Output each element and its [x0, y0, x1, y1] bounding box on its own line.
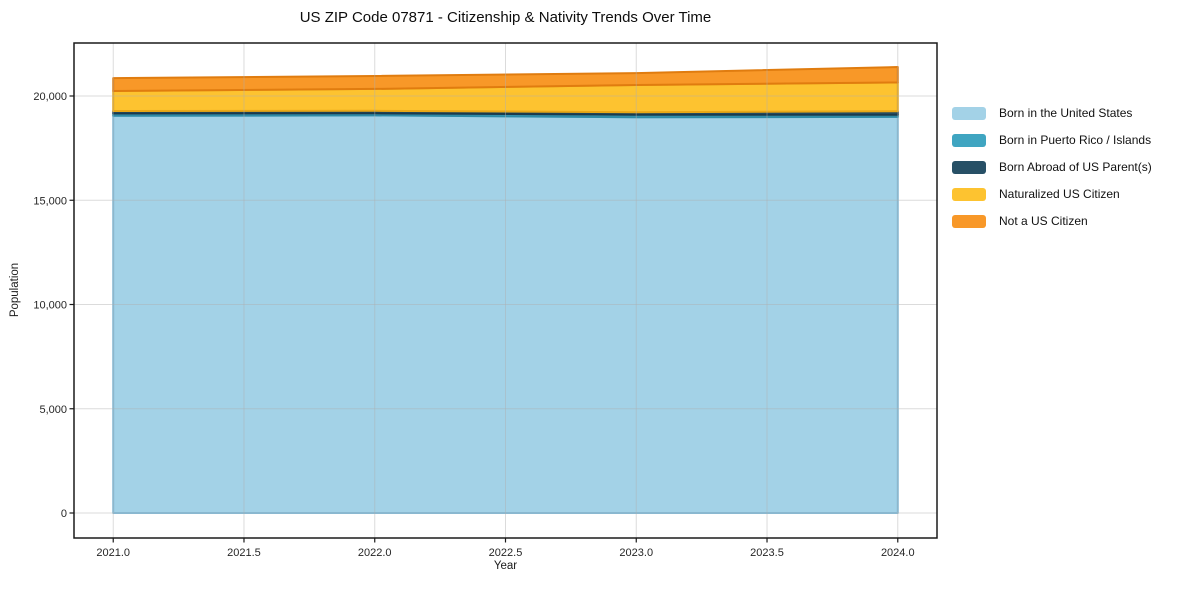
legend-swatch — [952, 134, 986, 147]
y-tick-label: 0 — [61, 508, 67, 520]
x-tick-label: 2023.0 — [619, 547, 653, 559]
x-tick-label: 2022.5 — [489, 547, 523, 559]
x-tick-label: 2021.0 — [96, 547, 130, 559]
x-axis-label: Year — [493, 560, 518, 572]
legend-label: Born Abroad of US Parent(s) — [999, 160, 1152, 174]
legend-item: Not a US Citizen — [952, 214, 1152, 229]
y-tick-label: 5,000 — [39, 404, 67, 416]
legend-item: Naturalized US Citizen — [952, 187, 1152, 202]
legend-swatch — [952, 161, 986, 174]
y-tick-label: 10,000 — [33, 300, 67, 312]
legend-swatch — [952, 188, 986, 201]
x-tick-label: 2021.5 — [227, 547, 261, 559]
x-tick-label: 2024.0 — [881, 547, 915, 559]
x-tick-label: 2022.0 — [358, 547, 392, 559]
y-tick-label: 20,000 — [33, 91, 67, 103]
legend-label: Born in the United States — [999, 106, 1133, 120]
legend-label: Naturalized US Citizen — [999, 187, 1120, 201]
legend-swatch — [952, 215, 986, 228]
legend-swatch — [952, 107, 986, 120]
legend-label: Born in Puerto Rico / Islands — [999, 133, 1152, 147]
legend: Born in the United States Born in Puerto … — [952, 106, 1152, 229]
area-series-4 — [112, 66, 899, 92]
legend-item: Born in Puerto Rico / Islands — [952, 133, 1152, 148]
y-tick-label: 15,000 — [33, 195, 67, 207]
x-tick-label: 2023.5 — [750, 547, 784, 559]
legend-item: Born in the United States — [952, 106, 1152, 121]
legend-label: Not a US Citizen — [999, 214, 1088, 228]
chart-title: US ZIP Code 07871 - Citizenship & Nativi… — [299, 9, 712, 26]
y-axis-label: Population — [9, 262, 21, 318]
legend-item: Born Abroad of US Parent(s) — [952, 160, 1152, 175]
